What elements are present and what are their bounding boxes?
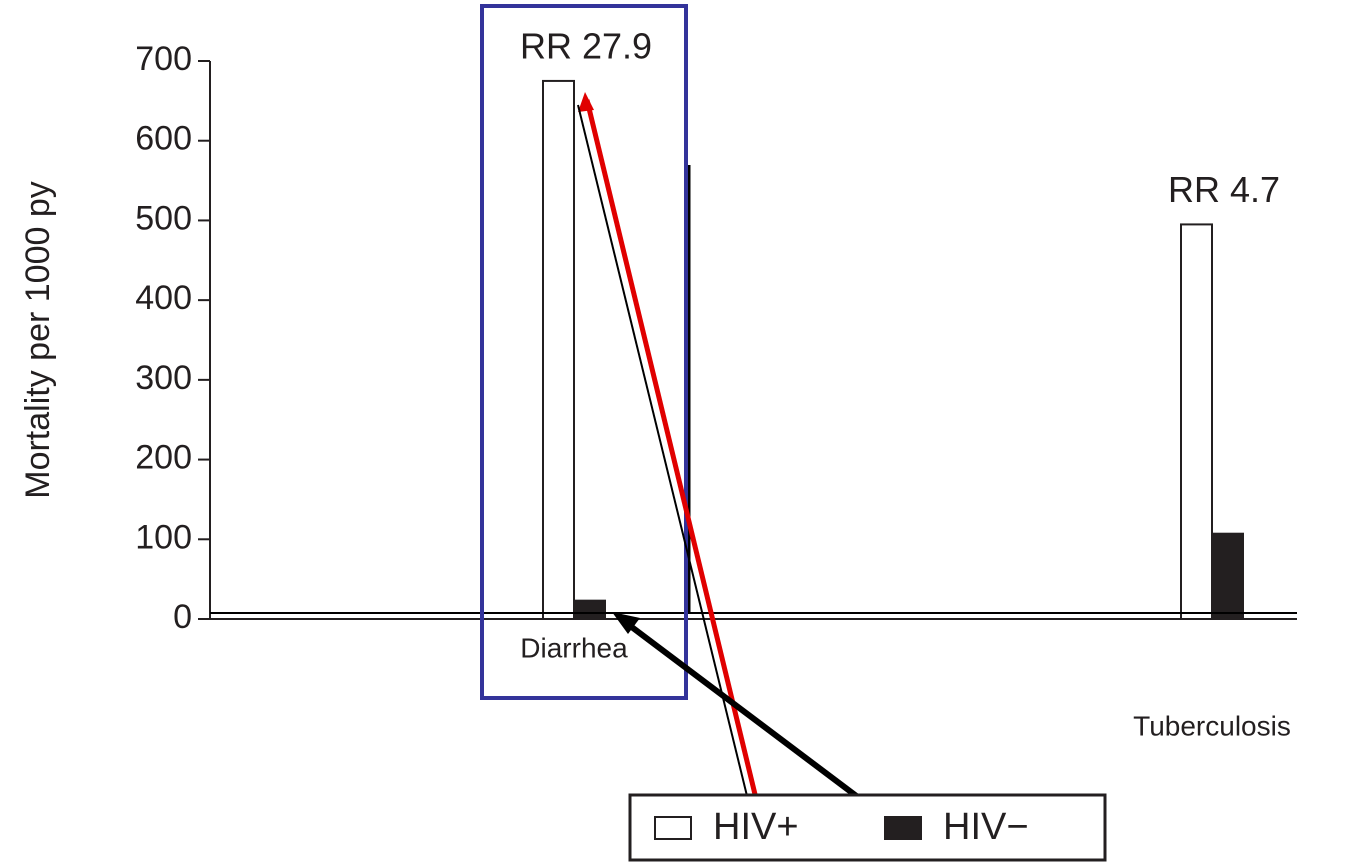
annotation: RR 4.7 [1168,169,1280,210]
x-tick-label: Diarrhea [520,632,628,663]
legend-swatch [654,816,692,840]
y-tick-label: 400 [135,279,192,317]
x-tick-label: Tuberculosis [1133,710,1291,741]
y-axis-label: Mortality per 1000 py [19,181,57,499]
legend-label: HIV− [943,806,1029,848]
y-tick-label: 500 [135,199,192,237]
legend-swatch [884,816,922,840]
y-tick-label: 100 [135,518,192,556]
bar [573,599,606,620]
y-tick-label: 300 [135,359,192,397]
black-arrow-head [612,612,640,634]
black-arrow [623,619,877,813]
y-tick-label: 600 [135,120,192,158]
y-tick-label: 0 [173,598,192,636]
plot: 0 100 200 300 400 500 600 700 Diarrhea RR 27.9 Tub… [135,25,1297,741]
black-line [577,104,749,801]
red-arrow-head [578,92,594,112]
legend: HIV+ HIV− [628,793,1107,862]
annotation: RR 27.9 [520,25,652,66]
highlight-box [480,4,688,700]
y-tick-label: 700 [135,40,192,78]
legend-label: HIV+ [713,806,799,848]
bar [1180,223,1213,621]
red-arrow [584,99,763,816]
bar [542,79,575,620]
legend-box [628,793,1107,862]
y-tick-label: 200 [135,439,192,477]
bar [1211,532,1244,620]
